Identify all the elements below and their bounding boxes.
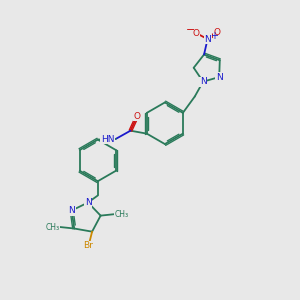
Text: N: N (216, 73, 223, 82)
Text: N: N (85, 198, 92, 207)
Text: Br: Br (84, 242, 94, 250)
Text: CH₃: CH₃ (115, 210, 129, 219)
Text: O: O (214, 28, 220, 37)
Text: +: + (209, 31, 217, 41)
Text: O: O (134, 112, 140, 121)
Text: N: N (200, 77, 206, 86)
Text: HN: HN (100, 134, 114, 143)
Text: −: − (186, 25, 195, 34)
Text: N: N (68, 206, 75, 215)
Text: O: O (193, 28, 200, 38)
Text: N: N (204, 34, 211, 43)
Text: CH₃: CH₃ (46, 223, 60, 232)
